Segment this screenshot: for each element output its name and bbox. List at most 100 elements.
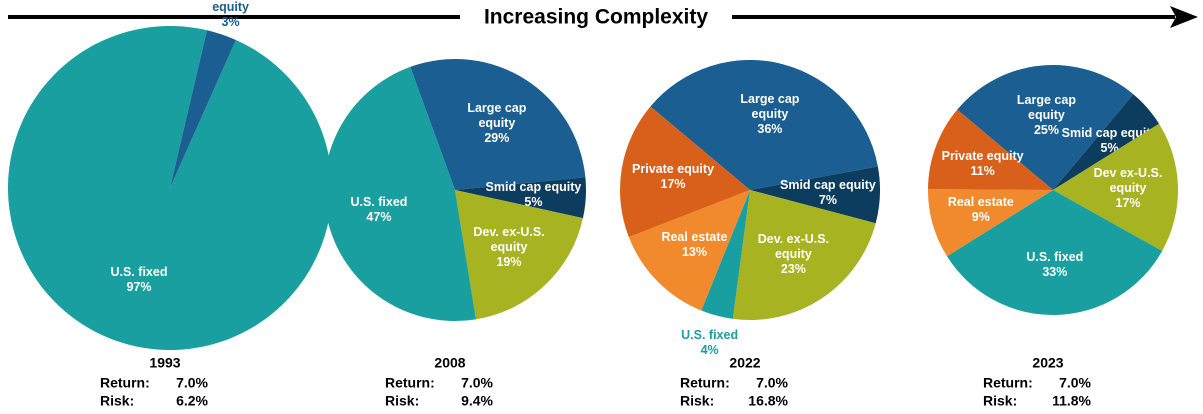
- slice-value: 33%: [1042, 264, 1068, 279]
- slice-name: U.S. fixed: [681, 327, 739, 342]
- slice-label-box: Private equity 11%: [935, 139, 1031, 189]
- pie-slice: [324, 66, 476, 321]
- stat-label: Return:: [680, 375, 730, 391]
- stat-label: Risk:: [385, 393, 419, 409]
- stat-value: 6.2%: [176, 393, 208, 409]
- stat-label: Return:: [983, 375, 1033, 391]
- stat-value: 7.0%: [176, 375, 208, 391]
- pie-slice: [455, 190, 583, 320]
- arrow-head: [1170, 6, 1198, 28]
- slice-label-box: U.S. fixed 33%: [1007, 240, 1103, 290]
- slice-label-box: U.S. fixed 4%: [662, 318, 758, 368]
- slice-label-box: Dev. ex-U.S. equity 23%: [745, 230, 841, 280]
- pie-slice: [628, 190, 750, 311]
- slice-name: Dev. ex-U.S. equity: [757, 232, 830, 262]
- slice-value: 9%: [971, 210, 990, 225]
- slice-name: Private equity: [941, 149, 1024, 164]
- slice-label-box: Smid cap equity 5%: [1062, 116, 1158, 166]
- slice-label-box: Real estate 13%: [646, 220, 742, 270]
- slice-label-box: Dev. ex-U.S. equity 19%: [461, 222, 557, 272]
- slice-value: 97%: [126, 280, 152, 295]
- pie-slice: [928, 109, 1053, 190]
- pie-slice: [619, 106, 750, 238]
- pie-slice: [750, 166, 880, 224]
- slice-label-box: Dev ex-U.S. equity 17%: [1080, 163, 1176, 213]
- slice-label-box: Large cap equity 36%: [722, 90, 818, 140]
- slice-value: 7%: [818, 192, 837, 207]
- slice-name: Dev ex-U.S. equity: [1093, 165, 1163, 195]
- slice-value: 13%: [681, 244, 707, 259]
- slice-value: 4%: [700, 342, 719, 357]
- pie-title: 2023: [1032, 355, 1063, 371]
- slice-value: 23%: [780, 262, 806, 277]
- pie-slice: [650, 60, 878, 190]
- slice-label-box: Large cap equity 25%: [998, 90, 1094, 140]
- slice-value: 5%: [1100, 140, 1119, 155]
- stat-value: 7.0%: [461, 375, 493, 391]
- slice-name: U.S. fixed: [1026, 249, 1084, 264]
- slice-value: 17%: [1115, 195, 1141, 210]
- slice-value: 3%: [221, 15, 240, 30]
- pie-slice: [701, 190, 750, 319]
- slice-value: 17%: [660, 177, 686, 192]
- slice-value: 5%: [524, 194, 543, 209]
- slice-value: 47%: [366, 209, 392, 224]
- stat-label: Risk:: [680, 393, 714, 409]
- pie-slice: [455, 177, 586, 219]
- slice-name: Large cap equity: [1016, 92, 1076, 122]
- slice-label-box: Private equity 17%: [625, 152, 721, 202]
- pie-title: 2008: [434, 355, 465, 371]
- stat-value: 11.8%: [1052, 393, 1091, 409]
- slice-name: Smid cap equity: [780, 177, 876, 192]
- slice-name: Real estate: [947, 195, 1014, 210]
- pie-title: 1993: [149, 355, 180, 371]
- stat-label: Return:: [385, 375, 435, 391]
- slice-value: 25%: [1033, 122, 1059, 137]
- slice-value: 11%: [970, 164, 995, 179]
- stat-value: 16.8%: [748, 393, 788, 409]
- slice-value: 29%: [484, 130, 510, 145]
- slice-value: 19%: [496, 254, 522, 269]
- slice-label-box: U.S. fixed 47%: [331, 185, 427, 235]
- pie-title: 2022: [729, 355, 760, 371]
- pie-slice: [1053, 94, 1160, 190]
- pie-slice: [1053, 123, 1178, 251]
- header: Increasing Complexity: [484, 6, 708, 29]
- stat-value: 7.0%: [756, 375, 788, 391]
- slice-value: 36%: [757, 122, 783, 137]
- slice-name: Real estate: [661, 229, 728, 244]
- slice-name: U.S. fixed: [350, 194, 408, 209]
- slice-name: Large cap equity: [740, 92, 800, 122]
- slice-name: U.S. fixed: [110, 265, 168, 280]
- pie-slice: [8, 26, 333, 350]
- slice-name: Private equity: [632, 162, 715, 177]
- pie-slice: [410, 58, 586, 191]
- slice-label-box: Smid cap equity 5%: [485, 170, 582, 220]
- slice-name: Dev. ex-U.S. equity: [473, 224, 545, 254]
- stat-value: 7.0%: [1059, 375, 1091, 391]
- pie-slice: [946, 190, 1163, 316]
- slice-name: Smid cap equity: [1061, 125, 1158, 140]
- slice-label-box: Smid cap equity 7%: [780, 168, 876, 218]
- pie-slice: [170, 30, 236, 189]
- stat-value: 9.4%: [461, 393, 493, 409]
- slice-name: Smid cap equity: [485, 179, 582, 194]
- stat-label: Risk:: [983, 393, 1017, 409]
- slice-name: Large cap equity: [212, 0, 249, 15]
